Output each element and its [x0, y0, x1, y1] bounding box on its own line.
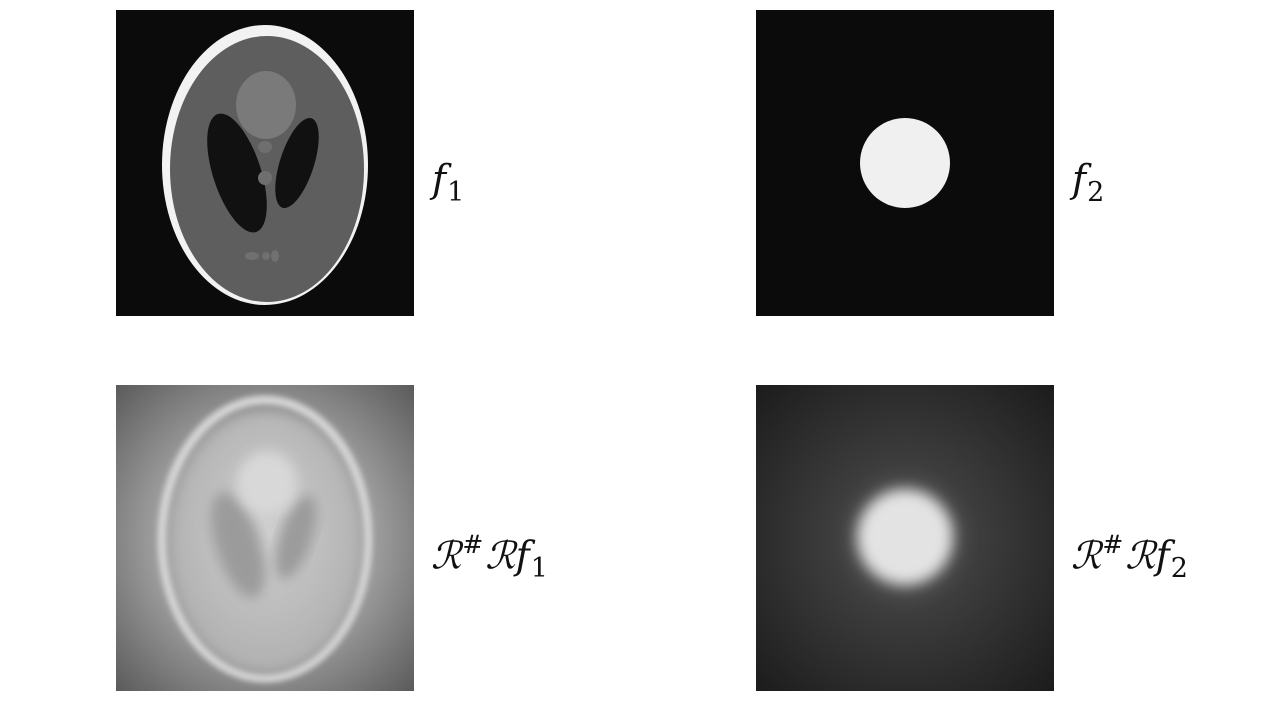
label-f1-subscript: 1: [447, 176, 465, 208]
phantom-left-ellipse: [207, 113, 267, 233]
white-disk: [860, 118, 950, 208]
label-f1-symbol: f: [432, 157, 447, 201]
label-bp1-subscript: 1: [530, 553, 548, 585]
phantom-svg: [116, 10, 414, 316]
phantom-bottom-dot-3: [271, 250, 279, 262]
label-bp2-operator: ℛ: [1071, 533, 1102, 578]
label-f2: f2: [1072, 160, 1104, 206]
label-bp2-subscript: 2: [1170, 553, 1188, 585]
label-bp2-superscript: #: [1102, 530, 1124, 559]
blurred-right-ellipse: [275, 494, 317, 580]
phantom-image-f1: [116, 10, 414, 316]
blurred-upper-ellipse: [237, 451, 297, 515]
label-backprojection-f2: ℛ#ℛf2: [1071, 532, 1188, 582]
blurred-outer-shell: [157, 395, 373, 683]
phantom-inner-body: [170, 36, 364, 302]
label-bp1-operator2: ℛ: [485, 533, 516, 578]
label-bp2-symbol: f: [1155, 533, 1170, 578]
backprojection-image-f2: [756, 385, 1054, 691]
blurred-disk: [857, 489, 953, 585]
label-f2-subscript: 2: [1087, 176, 1105, 208]
label-backprojection-f1: ℛ#ℛf1: [431, 532, 548, 582]
disk-svg: [756, 10, 1054, 316]
phantom-bottom-dot-2: [262, 252, 270, 260]
phantom-bottom-dot-1: [245, 252, 259, 260]
label-bp1-operator: ℛ: [431, 533, 462, 578]
label-f2-symbol: f: [1072, 157, 1087, 201]
backprojection-phantom-svg: [116, 385, 414, 691]
label-bp1-symbol: f: [515, 533, 530, 578]
disk-image-f2: [756, 10, 1054, 316]
label-f1: f1: [432, 160, 464, 206]
phantom-small-dot-1: [258, 141, 272, 153]
phantom-right-ellipse: [275, 117, 319, 209]
blurred-left-ellipse: [211, 492, 265, 598]
blurred-body: [171, 412, 361, 672]
backprojection-disk-svg: [756, 385, 1054, 691]
backprojection-image-f1: [116, 385, 414, 691]
label-bp1-superscript: #: [462, 530, 484, 559]
phantom-upper-ellipse: [236, 71, 296, 139]
phantom-small-dot-2: [258, 171, 272, 185]
label-bp2-operator2: ℛ: [1125, 533, 1156, 578]
